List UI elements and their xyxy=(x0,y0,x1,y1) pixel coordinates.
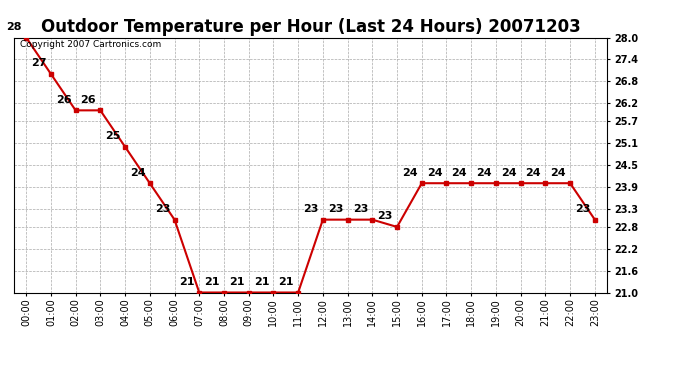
Text: Copyright 2007 Cartronics.com: Copyright 2007 Cartronics.com xyxy=(20,40,161,49)
Text: 24: 24 xyxy=(476,168,492,178)
Text: 24: 24 xyxy=(130,168,146,178)
Text: 27: 27 xyxy=(31,58,47,68)
Text: 23: 23 xyxy=(353,204,368,214)
Text: 21: 21 xyxy=(254,277,269,287)
Text: 24: 24 xyxy=(526,168,541,178)
Text: 23: 23 xyxy=(155,204,170,214)
Text: 24: 24 xyxy=(501,168,517,178)
Text: 26: 26 xyxy=(81,95,96,105)
Text: 23: 23 xyxy=(377,211,393,221)
Text: 23: 23 xyxy=(328,204,344,214)
Text: 25: 25 xyxy=(106,131,121,141)
Text: 24: 24 xyxy=(402,168,417,178)
Title: Outdoor Temperature per Hour (Last 24 Hours) 20071203: Outdoor Temperature per Hour (Last 24 Ho… xyxy=(41,18,580,36)
Text: 21: 21 xyxy=(229,277,244,287)
Text: 24: 24 xyxy=(551,168,566,178)
Text: 21: 21 xyxy=(279,277,294,287)
Text: 24: 24 xyxy=(426,168,442,178)
Text: 21: 21 xyxy=(204,277,220,287)
Text: 23: 23 xyxy=(304,204,319,214)
Text: 24: 24 xyxy=(451,168,467,178)
Text: 21: 21 xyxy=(179,277,195,287)
Text: 26: 26 xyxy=(56,95,72,105)
Text: 28: 28 xyxy=(6,22,22,32)
Text: 23: 23 xyxy=(575,204,591,214)
